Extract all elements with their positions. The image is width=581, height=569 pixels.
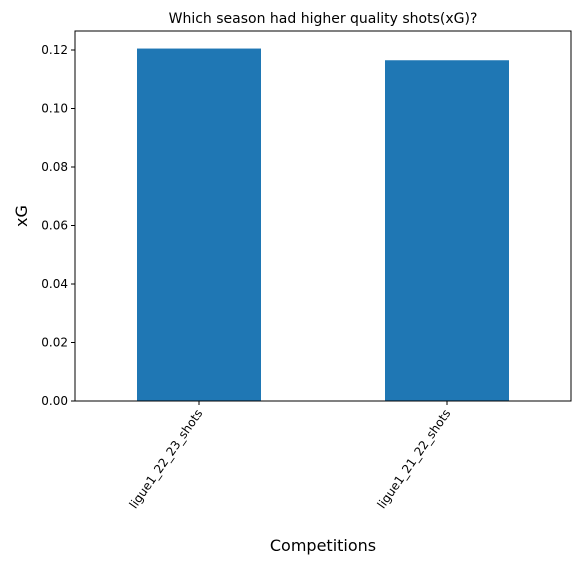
y-tick-label: 0.12 [41, 43, 68, 57]
y-tick-label: 0.02 [41, 336, 68, 350]
y-tick-label: 0.04 [41, 277, 68, 291]
plot-frame [74, 30, 572, 402]
bar-ligue1_22_23_shots [137, 48, 261, 401]
x-axis-label: Competitions [270, 536, 376, 555]
chart-title: Which season had higher quality shots(xG… [169, 11, 478, 27]
y-tick-label: 0.06 [41, 219, 68, 233]
bar-ligue1_21_22_shots [385, 60, 509, 401]
x-tick-label: ligue1_21_22_shots [375, 407, 454, 511]
bars-group [137, 48, 509, 401]
y-tick-label: 0.10 [41, 102, 68, 116]
x-tick-label: ligue1_22_23_shots [127, 407, 206, 511]
y-tick-label: 0.00 [41, 394, 68, 408]
y-axis-ticks: 0.00 0.02 0.04 0.06 0.08 0.10 0.12 [41, 43, 75, 408]
x-axis-ticks: ligue1_22_23_shots ligue1_21_22_shots [127, 401, 454, 511]
y-axis-label: xG [12, 205, 31, 227]
y-tick-label: 0.08 [41, 160, 68, 174]
